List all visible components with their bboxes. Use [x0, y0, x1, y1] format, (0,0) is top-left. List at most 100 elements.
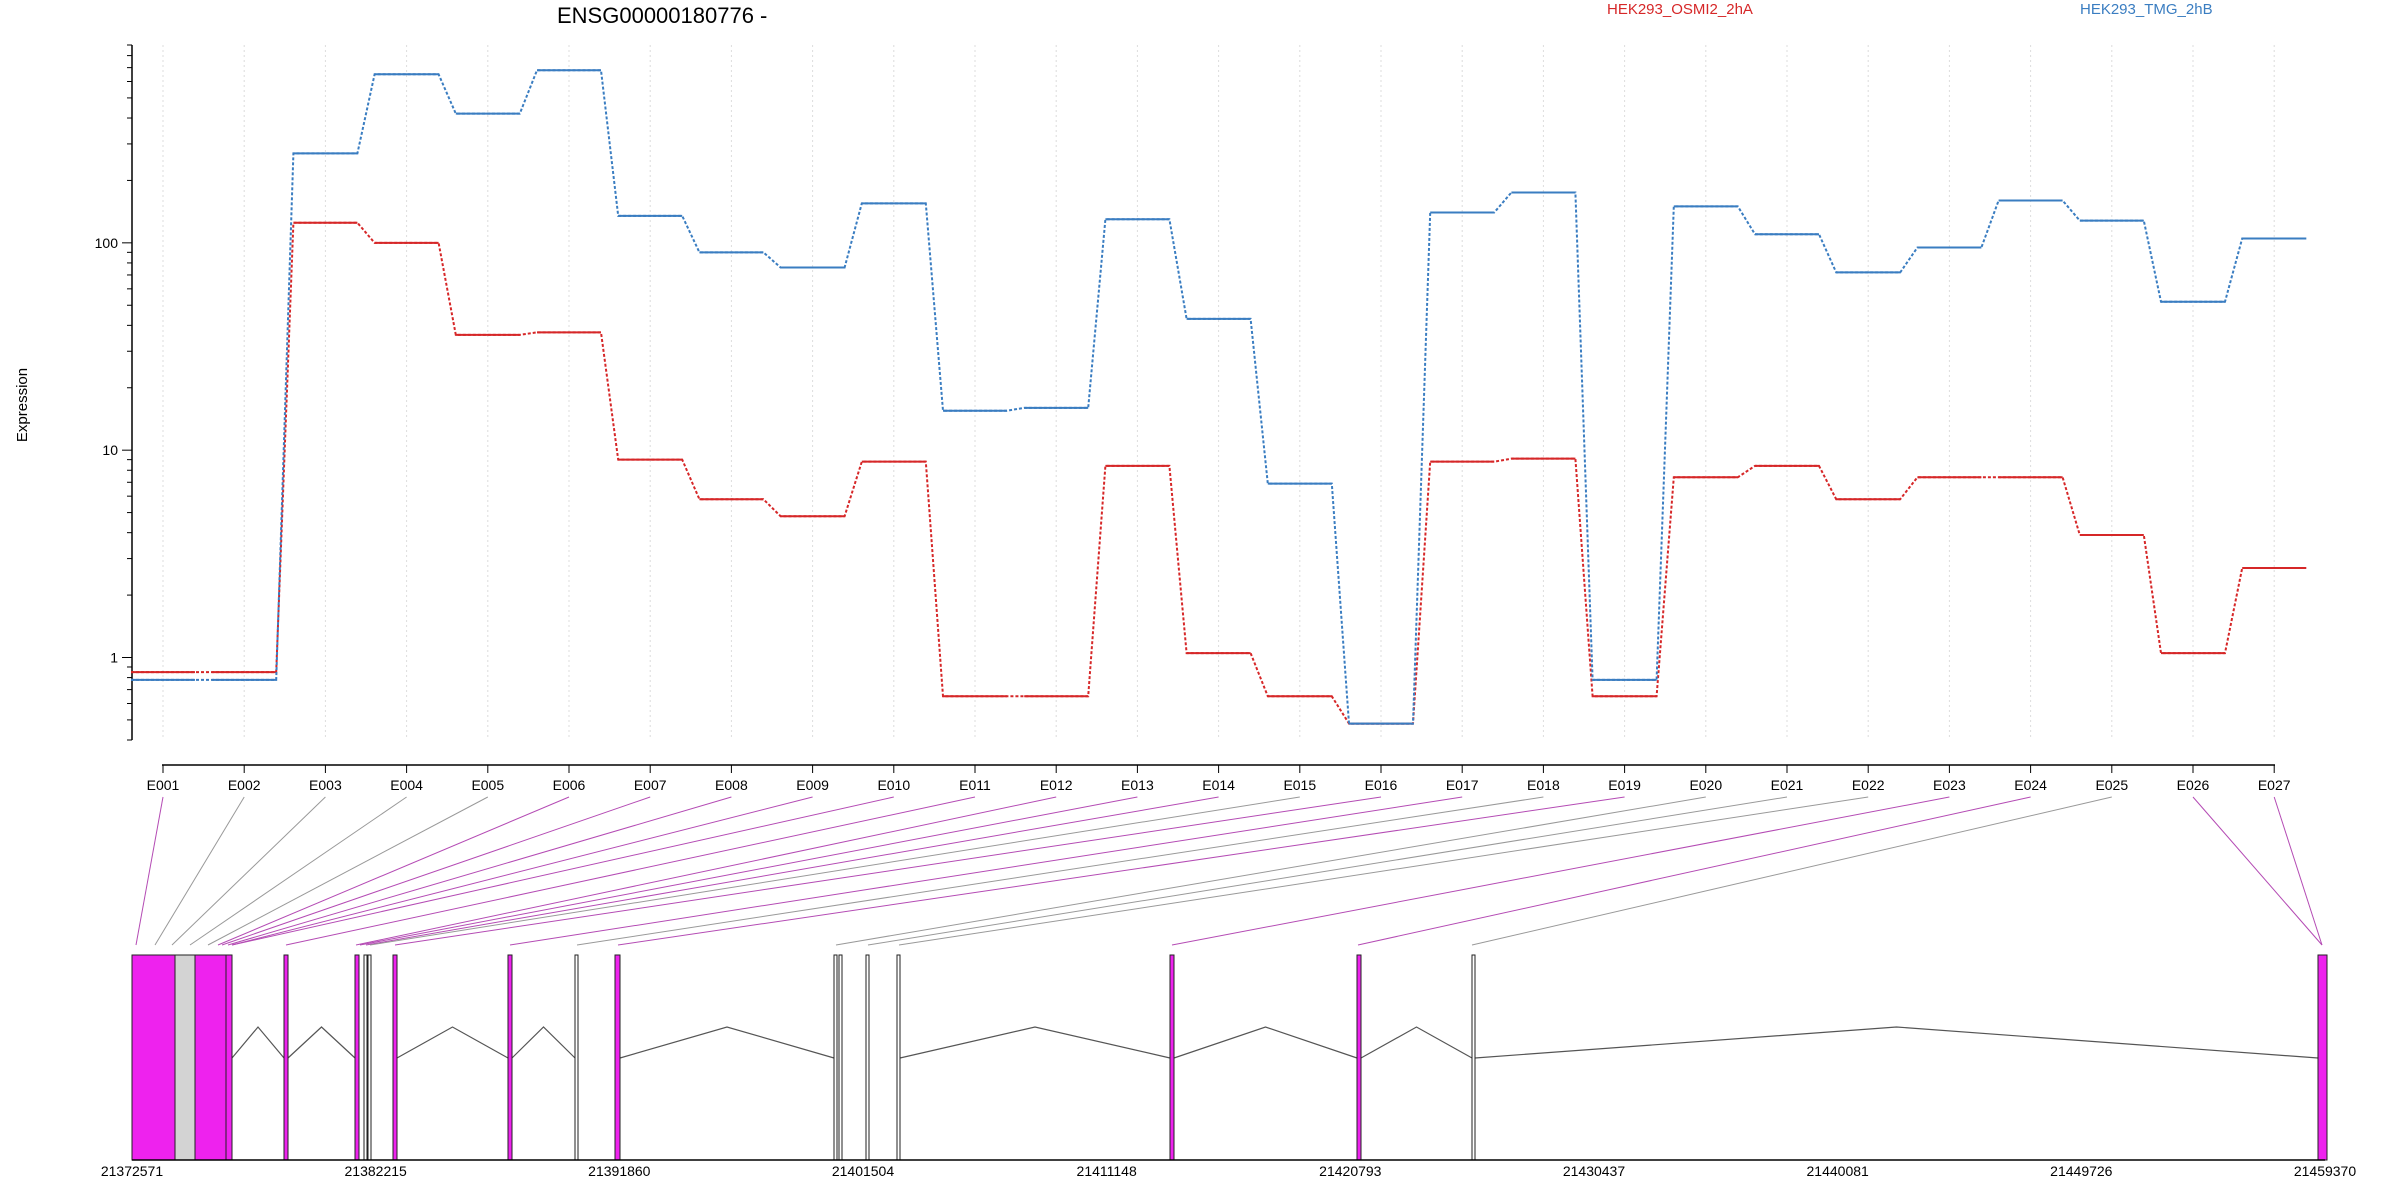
exon-connector: [231, 796, 813, 946]
intron-line: [899, 1026, 1171, 1059]
exon-block: [283, 954, 289, 1161]
exon-block: [614, 954, 621, 1161]
exon-connector: [154, 796, 245, 946]
exon-connector: [898, 796, 1869, 946]
legend-entry-tmg: HEK293_TMG_2hB: [2080, 1, 2213, 18]
grid-lines: [162, 45, 2275, 740]
exon-connector: [576, 796, 1544, 946]
x-tick-label: E003: [309, 777, 342, 793]
genomic-coordinate-label: 21391860: [588, 1163, 651, 1179]
exon-connector: [189, 796, 407, 946]
exon-connector: [231, 796, 894, 946]
exon-connector: [285, 796, 976, 946]
exon-block: [865, 954, 870, 1161]
x-tick-label: E006: [553, 777, 586, 793]
x-tick-label: E010: [877, 777, 910, 793]
chart-title: ENSG00000180776 -: [557, 3, 767, 28]
exon-connector: [509, 796, 1463, 946]
series-lines: [131, 69, 2307, 725]
intron-line: [231, 1026, 285, 1059]
x-tick-label: E013: [1121, 777, 1154, 793]
exon-block: [225, 954, 233, 1161]
exon-block: [1356, 954, 1362, 1161]
genomic-coordinate-label: 21430437: [1563, 1163, 1626, 1179]
exon-block: [174, 954, 196, 1161]
intron-line: [1173, 1026, 1358, 1059]
intron-line: [1360, 1026, 1473, 1059]
intron-line: [619, 1026, 835, 1059]
exon-connector: [369, 796, 1300, 946]
x-tick-label: E026: [2177, 777, 2210, 793]
exon-connector: [171, 796, 326, 946]
genomic-coordinate-label: 21401504: [832, 1163, 895, 1179]
genomic-coordinate-label: 21449726: [2050, 1163, 2113, 1179]
intron-line: [287, 1026, 356, 1059]
y-tick-label: 1: [110, 649, 118, 665]
exon-block: [2317, 954, 2328, 1161]
exon-connector: [2192, 796, 2323, 946]
intron-line: [511, 1026, 576, 1059]
exon-connector: [135, 796, 164, 946]
exon-block: [574, 954, 579, 1161]
series-line-osmi2: [131, 221, 2307, 725]
x-tick-label: E015: [1283, 777, 1316, 793]
genomic-coordinate-label: 21411148: [1077, 1163, 1137, 1179]
intron-line: [1474, 1026, 2319, 1059]
exon-connector: [835, 796, 1706, 946]
genomic-coordinate-label: 21440081: [1807, 1163, 1870, 1179]
exon-block: [833, 954, 838, 1161]
x-tick-label: E022: [1852, 777, 1885, 793]
exon-block: [507, 954, 513, 1161]
plot-axes: 1 10 100 E001 E002 E003 E004 E005 E006 E007 E008 E0…: [95, 44, 2291, 793]
x-tick-label: E001: [147, 777, 180, 793]
x-tick-label: E002: [228, 777, 261, 793]
x-tick-label: E024: [2014, 777, 2047, 793]
exon-connector: [1171, 796, 1950, 946]
x-tick-label: E008: [715, 777, 748, 793]
exon-connector: [217, 796, 570, 946]
intron-line: [396, 1026, 509, 1059]
exon-block: [367, 954, 372, 1161]
x-tick-label: E017: [1446, 777, 1479, 793]
legend-entry-osmi2: HEK293_OSMI2_2hA: [1607, 1, 1753, 18]
x-tick-label: E009: [796, 777, 829, 793]
genomic-coordinate-label: 21372571: [101, 1163, 164, 1179]
x-tick-label: E007: [634, 777, 667, 793]
exon-block: [896, 954, 901, 1161]
y-tick-label: 100: [95, 235, 119, 251]
x-tick-label: E027: [2258, 777, 2291, 793]
exon-block: [354, 954, 360, 1161]
x-tick-label: E023: [1933, 777, 1966, 793]
exon-connector: [227, 796, 732, 946]
y-axis-label: Expression: [14, 368, 31, 442]
x-tick-label: E012: [1040, 777, 1073, 793]
x-tick-label: E004: [390, 777, 423, 793]
x-tick-label: E011: [959, 777, 991, 793]
exon-connector: [221, 796, 651, 946]
exon-block: [392, 954, 398, 1161]
exon-connector-lines: [135, 796, 2323, 946]
x-tick-label: E005: [471, 777, 504, 793]
x-tick-label: E014: [1202, 777, 1235, 793]
gene-model-track: 21372571 21382215 21391860 21401504 21411148…: [101, 954, 2357, 1179]
exon-connector: [2273, 796, 2323, 946]
exon-connector: [207, 796, 489, 946]
y-tick-label: 10: [102, 442, 118, 458]
x-tick-label: E019: [1608, 777, 1641, 793]
x-tick-label: E018: [1527, 777, 1560, 793]
exon-block: [1169, 954, 1175, 1161]
x-tick-label: E021: [1771, 777, 1804, 793]
exon-block: [838, 954, 843, 1161]
exon-connector: [394, 796, 1382, 946]
exon-connector: [1471, 796, 2112, 946]
exon-connector: [1357, 796, 2031, 946]
genomic-coordinate-label: 21459370: [2294, 1163, 2357, 1179]
x-tick-label: E020: [1689, 777, 1722, 793]
exon-connector: [617, 796, 1625, 946]
exon-connector: [867, 796, 1788, 946]
exon-block: [1471, 954, 1476, 1161]
genomic-coordinate-label: 21420793: [1319, 1163, 1382, 1179]
exon-block: [363, 954, 368, 1161]
exon-connector: [355, 796, 1057, 946]
